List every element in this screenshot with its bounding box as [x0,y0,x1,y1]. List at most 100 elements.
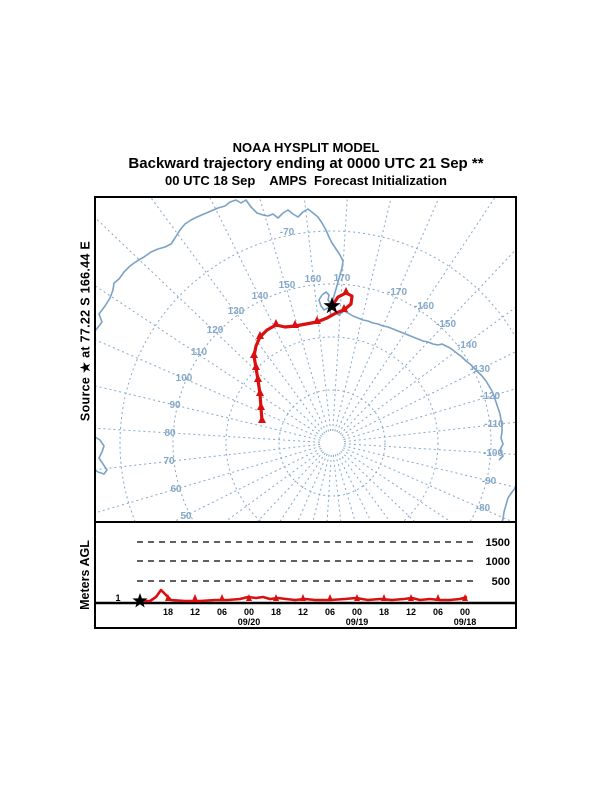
hour-tick-label: 18 [271,607,281,617]
trajectory-6h-marker [258,415,266,423]
meridian-line [341,306,516,437]
latitude-label: -70 [280,227,295,238]
meridian-line [342,350,516,439]
hour-tick-label: 06 [325,607,335,617]
trajectory-6h-marker [256,388,264,396]
meridian-line [343,388,516,441]
longitude-label: 70 [163,456,175,467]
meridian-line [172,447,322,522]
longitude-label: 90 [169,400,181,411]
height-gridline-label: 1000 [486,556,510,568]
longitude-label: 120 [207,325,224,336]
hour-tick-label: 00 [460,607,470,617]
profile-6h-marker [381,594,387,601]
hour-tick-label: 18 [379,607,389,617]
profile-panel-border [94,521,517,629]
longitude-label: 110 [191,347,208,358]
meridian-line [256,451,325,522]
meridian-line [95,385,321,441]
height-profile [132,588,468,608]
model-title: NOAA HYSPLIT MODEL [232,140,380,155]
hour-tick-label: 06 [433,607,443,617]
trajectory-6h-marker [256,331,264,339]
trajectory-path [252,291,354,423]
meridian-line [343,421,516,443]
trajectory-6h-marker [340,304,348,312]
hour-tick-label: 00 [352,607,362,617]
longitude-label: -140 [457,340,477,351]
profile-6h-marker [165,594,171,601]
meridian-line [343,443,516,455]
meridian-line [297,453,328,522]
init-subtitle: 00 UTC 18 Sep AMPS Forecast Initializati… [165,173,447,188]
coastline-segment [95,436,108,475]
longitude-label: -90 [482,476,497,487]
map-grid-labels: 50 60 70 80 90 100 110 120 130 140 150 160 170 -170 -1… [163,227,504,522]
meridian-line [303,197,332,432]
date-tick-label: 09/20 [238,617,261,627]
meridian-line [336,197,440,433]
meridian-line [339,248,516,435]
meridian-line [343,445,516,488]
date-tick-label: 09/19 [346,617,369,627]
longitude-label: 160 [305,274,322,285]
profile-6h-marker [192,594,198,601]
source-star-marker [323,297,341,314]
meridian-line [342,447,515,522]
hour-tick-label: 06 [217,607,227,617]
meridian-line [338,197,496,434]
height-gridline-label: 500 [492,576,510,588]
hour-tick-label: 18 [163,607,173,617]
meridian-line [95,445,321,514]
latitude-circle [278,389,386,497]
meridian-line [278,452,326,522]
longitude-label: -120 [480,391,500,402]
longitude-label: -150 [436,319,456,330]
longitude-label: -170 [387,287,407,298]
longitude-label: -100 [483,448,503,459]
trajectory-6h-marker [272,319,280,327]
latitude-circle [225,336,439,522]
profile-6h-marker [327,594,333,601]
hour-tick-label: 12 [406,607,416,617]
longitude-label: 60 [170,484,182,495]
hour-tick-label: 12 [190,607,200,617]
height-profile-path [140,588,468,603]
hour-tick-label: 12 [298,607,308,617]
longitude-label: -80 [476,503,491,514]
profile-6h-marker [354,594,360,601]
trajectory-number-label: 1 [115,593,120,603]
profile-6h-marker [408,594,414,601]
longitude-label: -130 [470,364,490,375]
longitude-label: 150 [279,280,296,291]
map-trajectory [250,287,354,423]
meridian-line [338,452,391,522]
longitude-label: 80 [164,428,176,439]
coastline [95,199,516,522]
meridian-line [95,339,322,439]
longitude-label: 130 [228,306,245,317]
coastline-segment [501,486,516,522]
meridian-line [209,197,328,433]
profile-6h-marker [300,594,306,601]
meridian-line [326,454,332,522]
profile-6h-marker [273,594,279,601]
profile-6h-marker [246,594,252,601]
trajectory-6h-marker [342,287,350,295]
coastline-segment [95,199,504,461]
trajectory-6h-marker [250,350,258,358]
trajectory-6h-marker [252,362,260,370]
meridian-line [340,450,416,522]
profile-6h-marker [435,594,441,601]
meridian-line [149,197,326,434]
meridian-line [224,449,323,522]
trajectory-title: Backward trajectory ending at 0000 UTC 2… [128,155,484,172]
meridian-line [258,197,330,432]
height-gridline-label: 1500 [486,537,510,549]
meridian-line [95,285,323,437]
trajectory-6h-marker [257,402,265,410]
